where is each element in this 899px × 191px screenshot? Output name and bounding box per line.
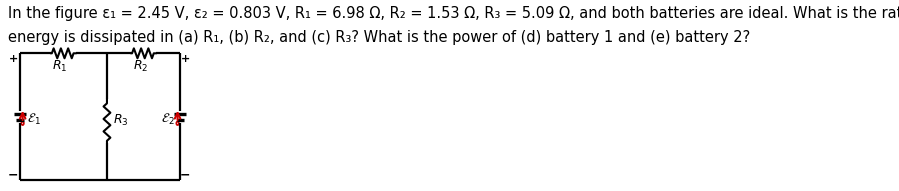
Text: +: + xyxy=(181,54,190,64)
Text: −: − xyxy=(180,169,191,182)
Text: In the figure ε₁ = 2.45 V, ε₂ = 0.803 V, R₁ = 6.98 Ω, R₂ = 1.53 Ω, R₃ = 5.09 Ω, : In the figure ε₁ = 2.45 V, ε₂ = 0.803 V,… xyxy=(7,6,899,21)
Text: +: + xyxy=(8,54,18,64)
Text: $R_3$: $R_3$ xyxy=(113,113,129,128)
Text: $\mathcal{E}_1$: $\mathcal{E}_1$ xyxy=(27,112,40,127)
Text: $\mathcal{E}_2$: $\mathcal{E}_2$ xyxy=(161,112,174,127)
Text: −: − xyxy=(8,169,18,182)
Text: $R_1$: $R_1$ xyxy=(52,59,67,74)
Text: energy is dissipated in (a) R₁, (b) R₂, and (c) R₃? What is the power of (d) bat: energy is dissipated in (a) R₁, (b) R₂, … xyxy=(7,31,750,45)
Text: $R_2$: $R_2$ xyxy=(132,59,147,74)
